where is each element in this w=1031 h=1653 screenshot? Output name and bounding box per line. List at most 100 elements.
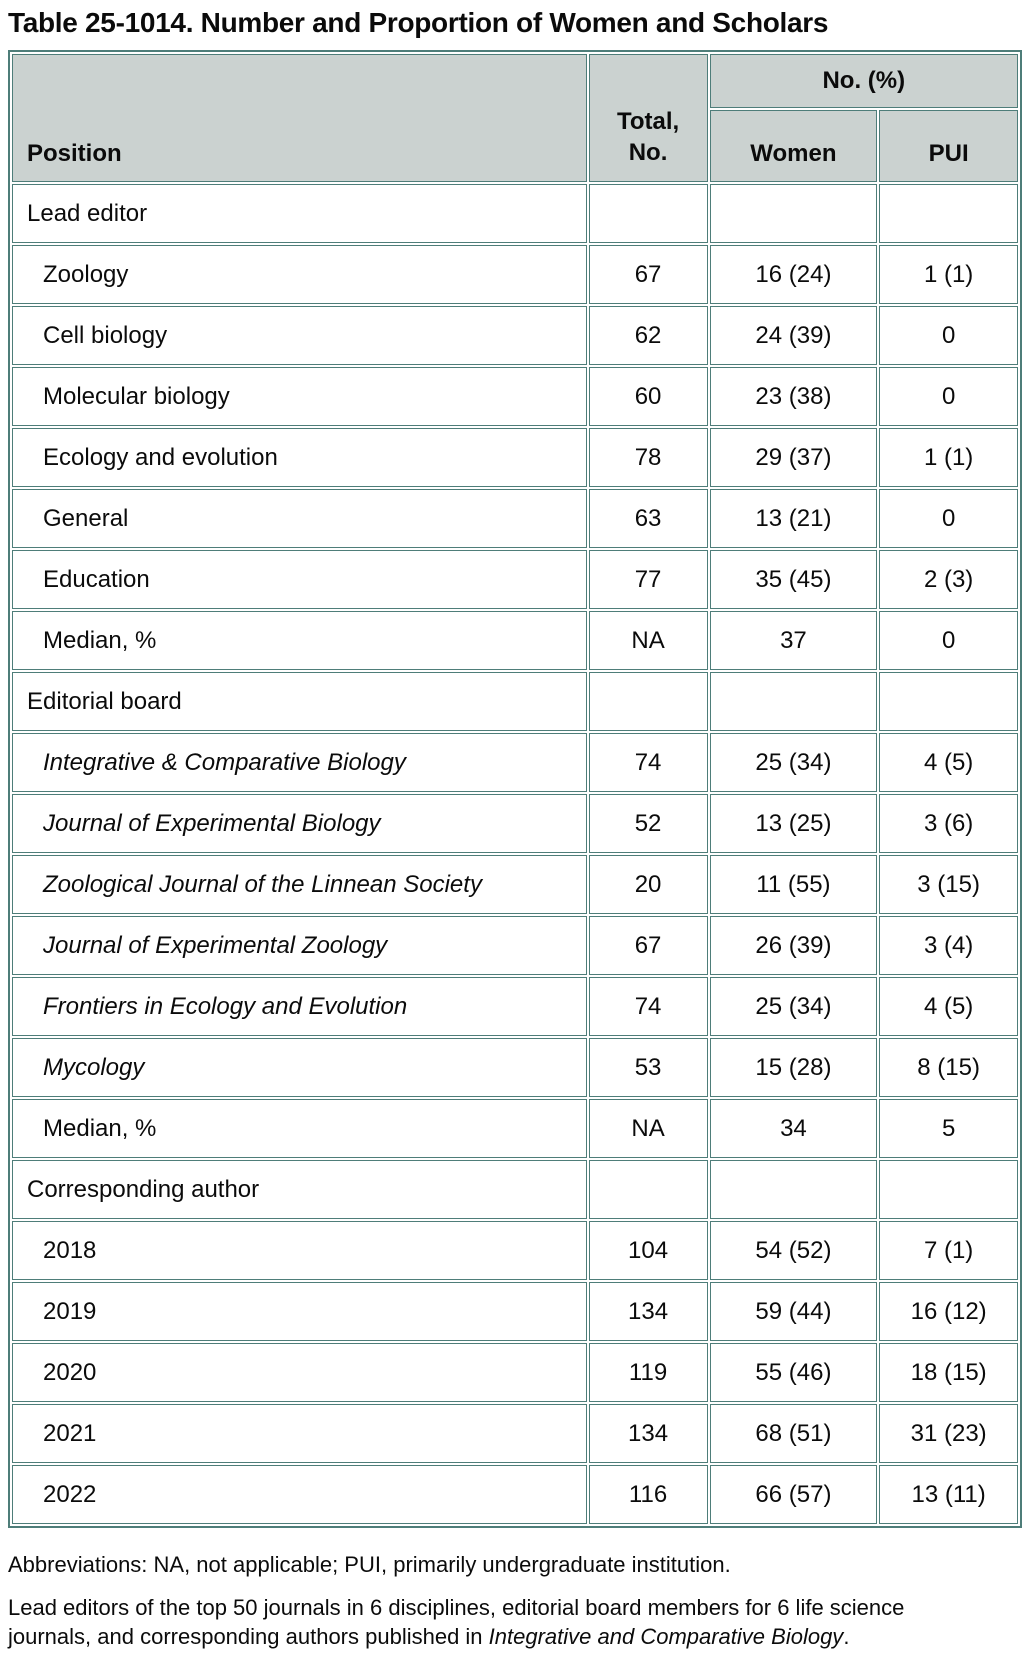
page-title: Table 25-1014. Number and Proportion of …	[8, 7, 829, 38]
table-row: Median, % NA 34 5	[12, 1099, 1018, 1158]
table-row: 2021 134 68 (51) 31 (23)	[12, 1404, 1018, 1463]
total-cell: 67	[588, 245, 708, 304]
women-cell: 11 (55)	[709, 855, 878, 914]
women-cell	[709, 1160, 878, 1219]
footnote-abbreviations: Abbreviations: NA, not applicable; PUI, …	[8, 1552, 731, 1577]
table-row: Frontiers in Ecology and Evolution 74 25…	[12, 977, 1018, 1036]
total-cell: 20	[588, 855, 708, 914]
total-cell: 78	[588, 428, 708, 487]
total-cell: 67	[588, 916, 708, 975]
women-cell: 23 (38)	[709, 367, 878, 426]
position-cell: 2021	[12, 1404, 587, 1463]
position-cell: Cell biology	[12, 306, 587, 365]
table-row: Zoological Journal of the Linnean Societ…	[12, 855, 1018, 914]
pui-cell: 3 (15)	[879, 855, 1018, 914]
women-cell: 68 (51)	[709, 1404, 878, 1463]
pui-cell	[879, 1160, 1018, 1219]
pui-cell: 16 (12)	[879, 1282, 1018, 1341]
footnote-note-suffix: .	[843, 1624, 850, 1650]
women-cell: 59 (44)	[709, 1282, 878, 1341]
total-cell: NA	[588, 611, 708, 670]
position-cell: 2019	[12, 1282, 587, 1341]
women-cell: 55 (46)	[709, 1343, 878, 1402]
table-row: 2022 116 66 (57) 13 (11)	[12, 1465, 1018, 1524]
women-cell: 66 (57)	[709, 1465, 878, 1524]
position-cell: Median, %	[12, 611, 587, 670]
table-row: 2020 119 55 (46) 18 (15)	[12, 1343, 1018, 1402]
total-cell: NA	[588, 1099, 708, 1158]
position-cell: 2020	[12, 1343, 587, 1402]
position-cell: Zoology	[12, 245, 587, 304]
pui-cell: 1 (1)	[879, 245, 1018, 304]
table-row: Journal of Experimental Biology 52 13 (2…	[12, 794, 1018, 853]
women-cell: 24 (39)	[709, 306, 878, 365]
position-cell: Mycology	[12, 1038, 587, 1097]
total-cell: 77	[588, 550, 708, 609]
total-cell: 60	[588, 367, 708, 426]
table-row: Journal of Experimental Zoology 67 26 (3…	[12, 916, 1018, 975]
women-cell: 35 (45)	[709, 550, 878, 609]
position-cell: Frontiers in Ecology and Evolution	[12, 977, 587, 1036]
pui-cell: 4 (5)	[879, 977, 1018, 1036]
women-cell: 15 (28)	[709, 1038, 878, 1097]
total-cell: 63	[588, 489, 708, 548]
women-cell	[709, 672, 878, 731]
header-total-no: Total, No.	[588, 54, 708, 182]
women-cell	[709, 184, 878, 243]
table-row: Median, % NA 37 0	[12, 611, 1018, 670]
women-cell: 29 (37)	[709, 428, 878, 487]
total-cell: 119	[588, 1343, 708, 1402]
total-cell	[588, 672, 708, 731]
women-cell: 34	[709, 1099, 878, 1158]
position-cell: Zoological Journal of the Linnean Societ…	[12, 855, 587, 914]
position-cell: Median, %	[12, 1099, 587, 1158]
total-cell	[588, 1160, 708, 1219]
header-no-percent-group: No. (%)	[709, 54, 1018, 108]
header-total-line2: No.	[628, 138, 668, 166]
table-row: Cell biology 62 24 (39) 0	[12, 306, 1018, 365]
pui-cell: 3 (6)	[879, 794, 1018, 853]
footnote-note-journal-italic: Integrative and Comparative Biology	[488, 1624, 844, 1650]
table-row: Zoology 67 16 (24) 1 (1)	[12, 245, 1018, 304]
table-row: Ecology and evolution 78 29 (37) 1 (1)	[12, 428, 1018, 487]
position-cell: Education	[12, 550, 587, 609]
pui-cell: 31 (23)	[879, 1404, 1018, 1463]
women-cell: 37	[709, 611, 878, 670]
section-label: Editorial board	[12, 672, 587, 731]
total-cell: 53	[588, 1038, 708, 1097]
total-cell: 134	[588, 1282, 708, 1341]
pui-cell: 0	[879, 489, 1018, 548]
pui-cell: 5	[879, 1099, 1018, 1158]
pui-cell: 0	[879, 306, 1018, 365]
women-cell: 25 (34)	[709, 733, 878, 792]
pui-cell: 0	[879, 367, 1018, 426]
total-cell: 104	[588, 1221, 708, 1280]
table-header: Position Total, No. No. (%) Women PUI	[12, 54, 1018, 182]
table-row: Molecular biology 60 23 (38) 0	[12, 367, 1018, 426]
table-row: Integrative & Comparative Biology 74 25 …	[12, 733, 1018, 792]
total-cell	[588, 184, 708, 243]
table-row: General 63 13 (21) 0	[12, 489, 1018, 548]
pui-cell: 18 (15)	[879, 1343, 1018, 1402]
footnote-source-note: Lead editors of the top 50 journals in 6…	[8, 1593, 993, 1651]
women-cell: 25 (34)	[709, 977, 878, 1036]
pui-cell	[879, 672, 1018, 731]
header-total-line1: Total,	[616, 107, 680, 135]
section-label: Lead editor	[12, 184, 587, 243]
table-row: Education 77 35 (45) 2 (3)	[12, 550, 1018, 609]
pui-cell: 0	[879, 611, 1018, 670]
section-row-corresponding-author: Corresponding author	[12, 1160, 1018, 1219]
header-position: Position	[12, 54, 587, 182]
position-cell: General	[12, 489, 587, 548]
women-cell: 16 (24)	[709, 245, 878, 304]
total-cell: 74	[588, 977, 708, 1036]
pui-cell: 8 (15)	[879, 1038, 1018, 1097]
total-cell: 134	[588, 1404, 708, 1463]
pui-cell: 7 (1)	[879, 1221, 1018, 1280]
section-row-editorial-board: Editorial board	[12, 672, 1018, 731]
position-cell: Ecology and evolution	[12, 428, 587, 487]
position-cell: 2022	[12, 1465, 587, 1524]
position-cell: 2018	[12, 1221, 587, 1280]
position-cell: Journal of Experimental Biology	[12, 794, 587, 853]
pui-cell: 3 (4)	[879, 916, 1018, 975]
